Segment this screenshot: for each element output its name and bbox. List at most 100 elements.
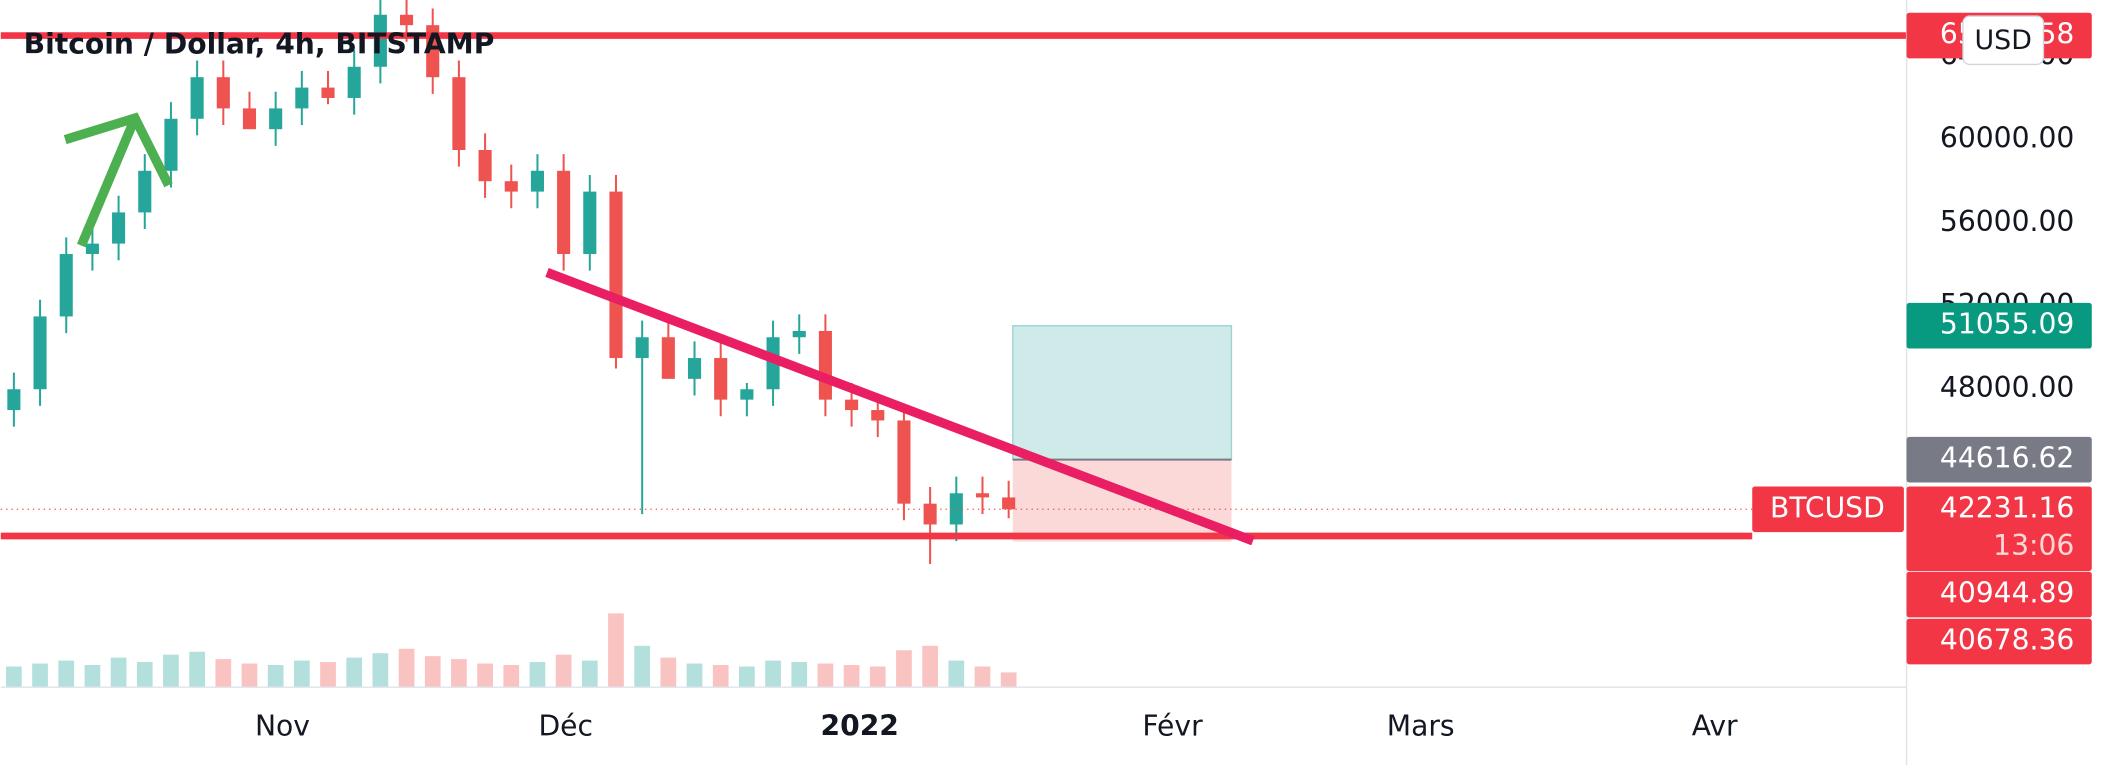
price-badge [1906, 436, 2092, 483]
candle-body [1002, 497, 1016, 510]
candle-body [792, 330, 806, 338]
volume-bar [869, 666, 886, 688]
y-tick-label: 60000.00 [1940, 122, 2074, 155]
volume-bar [58, 660, 75, 688]
volume-bar [320, 662, 336, 688]
candle-body [33, 316, 47, 390]
candle-body [949, 493, 963, 525]
volume-bar [896, 650, 912, 688]
volume-bar [529, 662, 546, 688]
currency-button[interactable] [1962, 15, 2045, 66]
candle-body [164, 118, 178, 171]
volume-bar [110, 657, 127, 688]
volume-bar [267, 665, 284, 688]
volume-bar [634, 645, 651, 688]
candle-body [897, 420, 911, 504]
volume-bar [6, 666, 22, 688]
volume-bar [974, 666, 991, 688]
price-badge-label: 40944.89 [1940, 577, 2074, 610]
price-badge [1906, 486, 2092, 571]
candle-body [269, 108, 283, 130]
volume-bar [712, 665, 729, 688]
arrow-drawing [76, 116, 140, 248]
price-badge [1906, 618, 2092, 665]
price-badge-label: 51055.09 [1940, 308, 2074, 341]
candle-body [504, 181, 518, 192]
x-tick-label: Déc [538, 709, 593, 742]
symbol-badge [1752, 486, 1904, 533]
y-tick-label: 56000.00 [1940, 205, 2074, 238]
candle-body [138, 170, 152, 213]
volume-bar [843, 665, 860, 688]
candle-body [190, 77, 204, 119]
candle-body [740, 389, 754, 400]
volume-bar [398, 648, 415, 688]
volume-bar [372, 653, 389, 688]
volume-bar [739, 666, 755, 688]
volume-bar [765, 660, 781, 688]
chart-title: Bitcoin / Dollar, 4h, BITSTAMP [24, 28, 495, 61]
price-badge-label: 44616.62 [1940, 442, 2074, 475]
candle-body [609, 191, 623, 359]
stop-zone [1012, 459, 1232, 542]
candle-body [923, 503, 937, 525]
volume-bar [477, 663, 493, 688]
volume-bar [163, 654, 179, 688]
candle-body [112, 212, 126, 244]
volume-bar [293, 660, 310, 688]
trend-line [545, 268, 1255, 546]
candle-body [373, 14, 387, 67]
volume-bar [660, 657, 677, 688]
candle-body [400, 14, 414, 26]
price-badge-label: 42231.16 [1940, 491, 2074, 524]
countdown: 13:06 [1993, 529, 2074, 562]
candle-body [7, 389, 21, 411]
volume-bar [686, 663, 703, 688]
volume-bar [241, 663, 258, 688]
volume-bar [581, 660, 598, 688]
candle-body [242, 108, 257, 130]
volume-bar [922, 645, 938, 688]
x-tick-label: Avr [1692, 709, 1738, 742]
price-badges: 65000.5851055.0944616.6242231.1613:06BTC… [1752, 12, 2092, 665]
candle-body [85, 243, 99, 255]
candle-body [321, 87, 335, 98]
volume-bar [32, 663, 48, 688]
candle-body [818, 330, 832, 400]
volume-bar [948, 660, 965, 688]
volume-bar [503, 665, 520, 688]
candle-body [59, 254, 73, 317]
volume-bar [451, 659, 467, 688]
volume-bar [424, 656, 441, 688]
target-zone [1012, 325, 1233, 461]
volume-bar [215, 659, 232, 688]
volume-bar [84, 665, 101, 688]
candle-body [871, 410, 885, 421]
volume-bar [608, 613, 624, 688]
volume-bar [189, 651, 205, 688]
candle-body [845, 399, 859, 411]
candle-body [216, 77, 230, 109]
candle-body [975, 493, 990, 498]
price-badge [1906, 571, 2092, 618]
candle-body [295, 87, 309, 109]
volume-bar [136, 662, 153, 688]
volume-bar [817, 663, 834, 688]
currency-label[interactable]: USD [1975, 25, 2032, 56]
volume-bar [346, 657, 363, 688]
x-tick-label: Nov [255, 709, 310, 742]
volume-bar [1000, 672, 1017, 688]
drawings [63, 112, 1255, 546]
candle-body [687, 358, 702, 379]
symbol-label: BTCUSD [1770, 491, 1885, 524]
candle-body [661, 337, 675, 379]
y-tick-label: 48000.00 [1940, 371, 2074, 404]
candle-body [452, 77, 466, 150]
candle-body [530, 170, 544, 192]
plot [0, 0, 1907, 688]
candle-body [478, 149, 492, 182]
x-tick-label: 2022 [820, 709, 898, 742]
candle-body [635, 337, 649, 359]
